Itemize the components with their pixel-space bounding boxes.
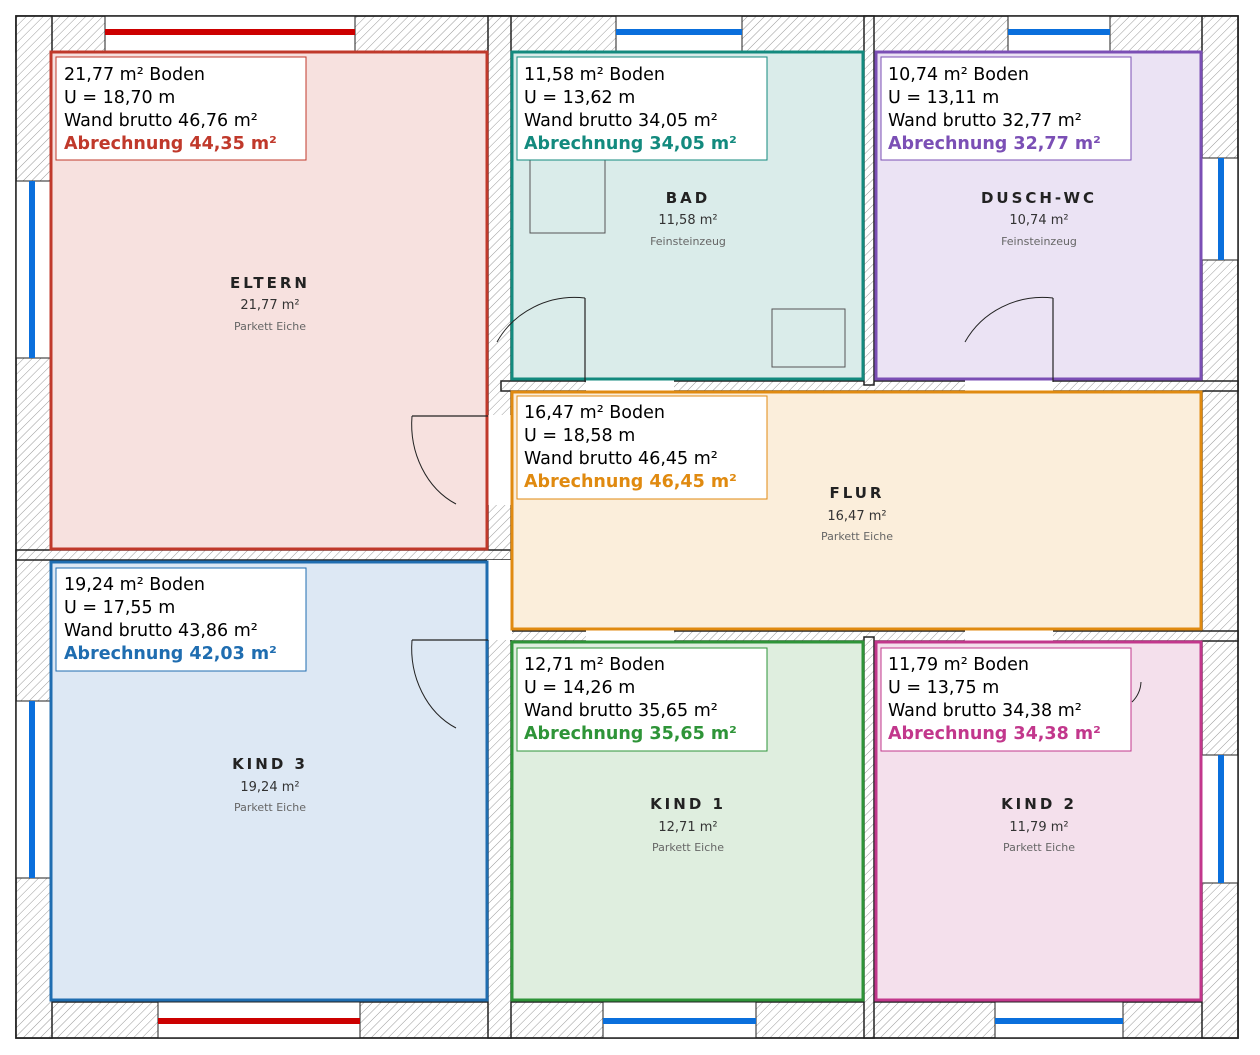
room-floor-bad: Feinsteinzeug [650,235,726,248]
door-gap-kind3 [487,560,512,640]
bad-fixture-shower [771,308,846,368]
info-wand-duschwc: Wand brutto 32,77 m² [888,111,1082,131]
info-umfang-duschwc: U = 13,11 m [888,88,999,108]
info-wand-kind1: Wand brutto 35,65 m² [524,701,718,721]
info-boden-kind3: 19,24 m² Boden [64,575,205,595]
openings [487,380,1053,642]
info-boden-bad: 11,58 m² Boden [524,65,665,85]
info-abrechnung-duschwc: Abrechnung 32,77 m² [888,134,1101,154]
window-kind3-left-glass [29,701,35,878]
wall-partition-bottom [863,636,875,1039]
info-wand-flur: Wand brutto 46,45 m² [524,449,718,469]
door-duschwc-swing [964,296,1054,343]
door-gap-kind2 [965,630,1053,642]
window-kind2-bottom-glass [995,1018,1123,1024]
info-abrechnung-eltern: Abrechnung 44,35 m² [64,134,277,154]
room-area-kind3: 19,24 m² [240,780,299,795]
info-box-eltern [55,56,307,161]
door-gap-bad [586,380,674,392]
info-boden-kind1: 12,71 m² Boden [524,655,665,675]
door-bad-swing [496,296,586,343]
door-kind2-swing [1131,681,1142,703]
info-boden-flur: 16,47 m² Boden [524,403,665,423]
info-box-flur [516,395,768,500]
info-wand-eltern: Wand brutto 46,76 m² [64,111,258,131]
info-umfang-kind2: U = 13,75 m [888,678,999,698]
door-gap-kind1 [586,630,674,642]
room-name-duschwc: DUSCH-WC [981,189,1097,207]
room-floor-kind2: Parkett Eiche [1003,841,1075,854]
room-name-kind3: KIND 3 [232,755,308,773]
wall-partition-top [863,15,875,386]
plan-border [15,15,1239,1039]
info-umfang-eltern: U = 18,70 m [64,88,175,108]
info-boden-eltern: 21,77 m² Boden [64,65,205,85]
room-name-flur: FLUR [829,484,884,502]
room-eltern: 21,77 m² Boden U = 18,70 m Wand brutto 4… [49,50,489,551]
info-umfang-kind1: U = 14,26 m [524,678,635,698]
door-gap-duschwc [965,380,1053,392]
room-area-bad: 11,58 m² [658,213,717,228]
room-duschwc: 10,74 m² Boden U = 13,11 m Wand brutto 3… [874,50,1203,382]
door-kind3-swing [411,639,457,729]
room-kind1: 12,71 m² Boden U = 14,26 m Wand brutto 3… [510,640,865,1002]
room-area-eltern: 21,77 m² [240,298,299,313]
info-box-duschwc [880,56,1132,161]
info-umfang-bad: U = 13,62 m [524,88,635,108]
room-floor-eltern: Parkett Eiche [234,320,306,333]
room-kind3: 19,24 m² Boden U = 17,55 m Wand brutto 4… [49,560,489,1002]
info-abrechnung-bad: Abrechnung 34,05 m² [524,134,737,154]
info-abrechnung-kind3: Abrechnung 42,03 m² [64,644,277,664]
info-wand-kind2: Wand brutto 34,38 m² [888,701,1082,721]
window-duschwc-top-glass [1008,29,1110,35]
window-kind1-bottom-glass [603,1018,756,1024]
info-wand-bad: Wand brutto 34,05 m² [524,111,718,131]
room-name-kind1: KIND 1 [650,795,726,813]
window-eltern-top-glass [105,29,355,35]
wall-inner-mid-horizontal [15,549,512,561]
window-kind3-bottom-glass [158,1018,360,1024]
room-area-kind2: 11,79 m² [1009,820,1068,835]
room-area-kind1: 12,71 m² [658,820,717,835]
room-bad: 11,58 m² Boden U = 13,62 m Wand brutto 3… [496,50,865,382]
info-abrechnung-kind1: Abrechnung 35,65 m² [524,724,737,744]
room-area-duschwc: 10,74 m² [1009,213,1068,228]
room-name-eltern: ELTERN [230,274,310,292]
info-box-kind2 [880,647,1132,752]
room-name-kind2: KIND 2 [1001,795,1077,813]
window-duschwc-right-glass [1218,158,1224,260]
wall-outer-left [15,15,53,1039]
room-flur: 16,47 m² Boden U = 18,58 m Wand brutto 4… [510,390,1203,631]
room-kind2: 11,79 m² Boden U = 13,75 m Wand brutto 3… [874,640,1203,1002]
window-bad-top-glass [616,29,742,35]
door-eltern-swing [411,415,457,505]
window-eltern-left-glass [29,181,35,358]
info-box-bad [516,56,768,161]
windows [15,15,1239,1039]
info-box-kind1 [516,647,768,752]
room-area-flur: 16,47 m² [827,509,886,524]
room-floor-kind3: Parkett Eiche [234,801,306,814]
door-gap-eltern [487,415,512,505]
info-box-kind3 [55,567,307,672]
info-umfang-kind3: U = 17,55 m [64,598,175,618]
info-boden-kind2: 11,79 m² Boden [888,655,1029,675]
window-kind2-right-glass [1218,755,1224,883]
info-umfang-flur: U = 18,58 m [524,426,635,446]
rooms: 21,77 m² Boden U = 18,70 m Wand brutto 4… [49,50,1203,1002]
info-abrechnung-flur: Abrechnung 46,45 m² [524,472,737,492]
info-wand-kind3: Wand brutto 43,86 m² [64,621,258,641]
room-floor-kind1: Parkett Eiche [652,841,724,854]
room-name-bad: BAD [666,189,711,207]
info-boden-duschwc: 10,74 m² Boden [888,65,1029,85]
room-floor-duschwc: Feinsteinzeug [1001,235,1077,248]
wall-inner-vertical [487,15,512,1039]
info-abrechnung-kind2: Abrechnung 34,38 m² [888,724,1101,744]
room-floor-flur: Parkett Eiche [821,530,893,543]
